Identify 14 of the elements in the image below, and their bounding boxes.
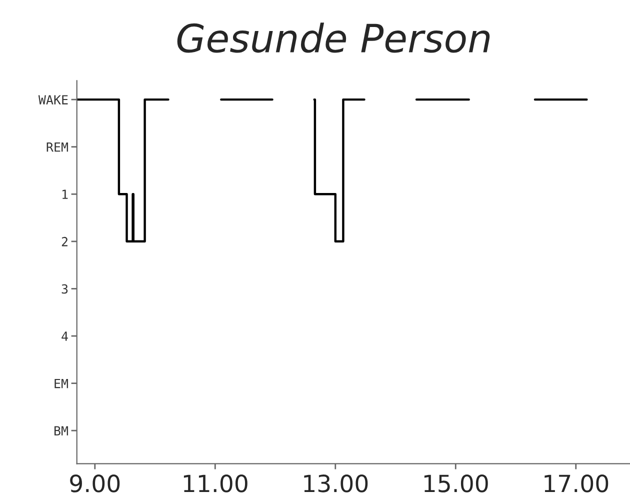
y-tick-label: REM (46, 142, 68, 152)
chart-title: Gesunde Person (177, 22, 490, 53)
x-tick-label: 17.00 (544, 474, 608, 492)
y-tick-label: 1 (62, 190, 68, 199)
x-tick-label: 15.00 (424, 474, 488, 492)
y-tick-label: 3 (62, 284, 68, 294)
y-tick-label: WAKE (38, 95, 68, 104)
x-tick-label: 13.00 (304, 474, 368, 492)
x-tick-label: 11.00 (184, 474, 248, 492)
y-tick-label: EM (54, 378, 68, 388)
y-tick-label: BM (54, 426, 68, 436)
y-tick-label: 2 (62, 236, 68, 246)
x-tick-label: 9.00 (70, 474, 120, 492)
y-tick-label: 4 (62, 332, 68, 341)
